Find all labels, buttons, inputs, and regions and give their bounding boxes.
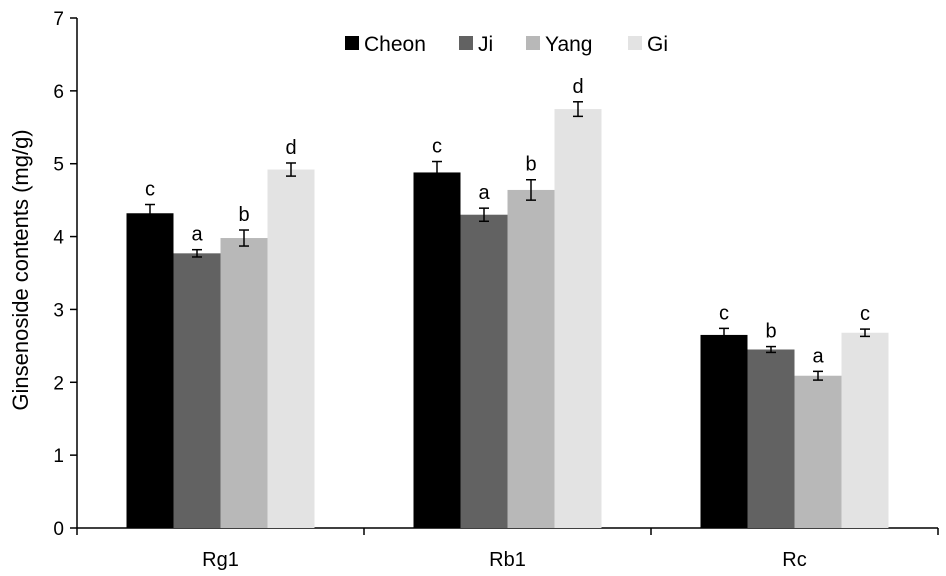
legend-swatch-cheon	[345, 36, 359, 50]
bar-yang	[220, 238, 268, 528]
legend-label: Cheon	[364, 33, 426, 56]
bar-gi	[267, 169, 315, 529]
x-axis-ticks: Rg1 Rb1 Rc	[76, 528, 939, 571]
legend-swatch-yang	[526, 36, 540, 50]
significance-letter: c	[145, 179, 155, 201]
y-tick-label: 2	[53, 373, 64, 394]
y-tick-label: 7	[53, 9, 64, 30]
bar-cheon	[413, 172, 461, 528]
significance-letter: c	[432, 136, 442, 158]
legend-label: Yang	[545, 33, 593, 56]
category-label: Rb1	[489, 549, 526, 571]
significance-letter: c	[860, 303, 870, 325]
bars: c c c a a b b b a d d c	[126, 76, 889, 529]
bar-yang	[507, 189, 555, 528]
bar-gi	[841, 332, 889, 528]
significance-letter: a	[478, 182, 490, 204]
significance-letter: d	[572, 76, 583, 98]
significance-letter: a	[812, 345, 824, 367]
bar-ji	[747, 349, 795, 528]
bar-ji	[173, 253, 221, 529]
legend-label: Ji	[478, 33, 493, 56]
category-label: Rg1	[202, 549, 239, 571]
y-axis-ticks: 0 1 2 3 4 5 6 7	[53, 9, 77, 540]
y-tick-label: 0	[53, 519, 64, 540]
y-axis-title: Ginsenoside contents (mg/g)	[8, 129, 33, 410]
significance-letter: d	[285, 137, 296, 159]
significance-letter: b	[765, 321, 776, 343]
bar-gi	[554, 109, 602, 529]
bar-cheon	[700, 334, 748, 528]
bar-ji	[460, 214, 508, 528]
legend: Cheon Ji Yang Gi	[345, 33, 668, 56]
bar-yang	[794, 375, 842, 528]
y-tick-label: 6	[53, 82, 64, 103]
legend-swatch-gi	[628, 36, 642, 50]
significance-letter: b	[525, 154, 536, 176]
y-tick-label: 4	[53, 228, 64, 249]
y-tick-label: 1	[53, 446, 64, 467]
bar-cheon	[126, 213, 174, 528]
category-label: Rc	[782, 549, 806, 571]
y-tick-label: 3	[53, 300, 64, 321]
y-tick-label: 5	[53, 155, 64, 176]
significance-letter: c	[719, 302, 729, 324]
significance-letter: b	[238, 204, 249, 226]
significance-letter: a	[191, 224, 203, 246]
legend-label: Gi	[647, 33, 668, 56]
legend-swatch-ji	[459, 36, 473, 50]
